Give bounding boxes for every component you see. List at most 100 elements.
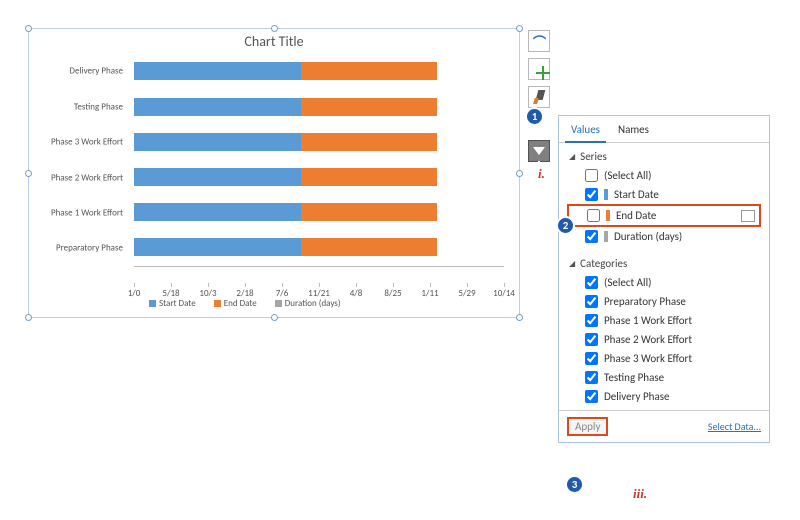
filter-checkbox[interactable] [585, 352, 598, 365]
filter-checkbox[interactable] [585, 390, 598, 403]
bar-row[interactable] [134, 133, 504, 151]
bar-row[interactable] [134, 203, 504, 221]
bar-row[interactable] [134, 238, 504, 256]
bar-row[interactable] [134, 62, 504, 80]
series-color-chip [606, 210, 610, 221]
bar-segment-start[interactable] [134, 168, 301, 186]
x-tick [430, 283, 431, 287]
x-tick [134, 283, 135, 287]
series-header[interactable]: ◢ Series [565, 147, 763, 166]
filter-item-label: (Select All) [604, 169, 651, 182]
selection-handle[interactable] [271, 314, 278, 321]
y-axis-label: Phase 2 Work Effort [51, 172, 123, 183]
x-tick [208, 283, 209, 287]
legend-item[interactable]: Duration (days) [275, 298, 341, 309]
collapse-icon: ◢ [569, 259, 575, 269]
bar-segment-end[interactable] [301, 98, 438, 116]
filter-checkbox[interactable] [585, 333, 598, 346]
legend-item[interactable]: End Date [214, 298, 257, 309]
categories-header-label: Categories [580, 257, 627, 270]
y-axis-label: Phase 3 Work Effort [51, 137, 123, 148]
filter-category-item[interactable]: Phase 3 Work Effort [565, 349, 763, 368]
selection-handle[interactable] [25, 314, 32, 321]
series-header-label: Series [580, 150, 607, 163]
tab-values[interactable]: Values [565, 120, 606, 143]
legend-label: End Date [224, 298, 257, 309]
filter-item-label: Testing Phase [604, 371, 664, 384]
bar-row[interactable] [134, 98, 504, 116]
filter-checkbox[interactable] [585, 276, 598, 289]
chart-title[interactable]: Chart Title [29, 29, 519, 52]
filter-item-label: Duration (days) [614, 230, 682, 243]
filter-category-item[interactable]: Preparatory Phase [565, 292, 763, 311]
bar-segment-end[interactable] [301, 133, 438, 151]
bar-segment-end[interactable] [301, 62, 438, 80]
bar-segment-start[interactable] [134, 98, 301, 116]
chart-legend[interactable]: Start Date End Date Duration (days) [149, 298, 341, 309]
filter-item-label: Start Date [614, 188, 659, 201]
filter-category-item[interactable]: (Select All) [565, 273, 763, 292]
legend-label: Duration (days) [285, 298, 341, 309]
apply-button[interactable]: Apply [567, 417, 608, 436]
selection-handle[interactable] [516, 170, 523, 177]
callout-3: 3 [565, 475, 584, 494]
filter-checkbox[interactable] [585, 188, 598, 201]
plus-icon [532, 62, 546, 76]
filter-checkbox[interactable] [585, 371, 598, 384]
x-axis-label: 8/25 [384, 288, 401, 299]
filter-checkbox[interactable] [585, 295, 598, 308]
x-axis-label: 10/14 [493, 288, 515, 299]
bar-segment-start[interactable] [134, 238, 301, 256]
chart-area[interactable]: Chart Title Delivery PhaseTesting PhaseP… [28, 28, 520, 318]
legend-swatch [275, 300, 282, 307]
filter-category-item[interactable]: Testing Phase [565, 368, 763, 387]
filter-checkbox[interactable] [587, 209, 600, 222]
selection-handle[interactable] [25, 25, 32, 32]
series-format-icon[interactable] [741, 210, 755, 222]
filter-checkbox[interactable] [585, 314, 598, 327]
bar-segment-end[interactable] [301, 168, 438, 186]
legend-item[interactable]: Start Date [149, 298, 196, 309]
y-axis-label: Phase 1 Work Effort [51, 207, 123, 218]
filter-series-item[interactable]: Duration (days) [565, 227, 763, 246]
chart-filter-panel: Values Names ◢ Series (Select All) Start … [558, 115, 770, 443]
filter-checkbox[interactable] [585, 169, 598, 182]
filter-checkbox[interactable] [585, 230, 598, 243]
bar-segment-end[interactable] [301, 238, 438, 256]
filter-series-item[interactable]: End Date [567, 204, 761, 227]
filter-series-item[interactable]: Start Date [565, 185, 763, 204]
chart-filters-button[interactable] [528, 140, 550, 162]
bar-segment-start[interactable] [134, 203, 301, 221]
selection-handle[interactable] [516, 314, 523, 321]
filter-categories-section: ◢ Categories (Select All) Preparatory Pha… [559, 250, 769, 410]
filter-item-label: Phase 1 Work Effort [604, 314, 692, 327]
x-tick [467, 283, 468, 287]
legend-label: Start Date [159, 298, 196, 309]
x-tick [282, 283, 283, 287]
tab-names[interactable]: Names [612, 120, 655, 142]
selection-handle[interactable] [516, 25, 523, 32]
chart-elements-button[interactable] [528, 58, 550, 80]
filter-category-item[interactable]: Phase 2 Work Effort [565, 330, 763, 349]
filter-category-item[interactable]: Delivery Phase [565, 387, 763, 406]
categories-header[interactable]: ◢ Categories [565, 254, 763, 273]
bar-segment-start[interactable] [134, 133, 301, 151]
filter-item-label: Preparatory Phase [604, 295, 686, 308]
filter-item-label: End Date [616, 209, 656, 222]
filter-category-item[interactable]: Phase 1 Work Effort [565, 311, 763, 330]
filter-panel-footer: Apply Select Data... [559, 410, 769, 442]
brush-icon [532, 90, 546, 104]
bar-segment-end[interactable] [301, 203, 438, 221]
chart-styles-button[interactable]: ⌒ [528, 30, 550, 52]
y-axis-label: Testing Phase [74, 101, 123, 112]
bar-segment-start[interactable] [134, 62, 301, 80]
filter-series-item[interactable]: (Select All) [565, 166, 763, 185]
collapse-icon: ◢ [569, 152, 575, 162]
x-tick [171, 283, 172, 287]
bar-row[interactable] [134, 168, 504, 186]
select-data-link[interactable]: Select Data... [708, 420, 761, 433]
callout-iii: iii. [633, 486, 647, 502]
filter-item-label: Delivery Phase [604, 390, 669, 403]
selection-handle[interactable] [271, 25, 278, 32]
chart-format-button[interactable] [528, 86, 550, 108]
